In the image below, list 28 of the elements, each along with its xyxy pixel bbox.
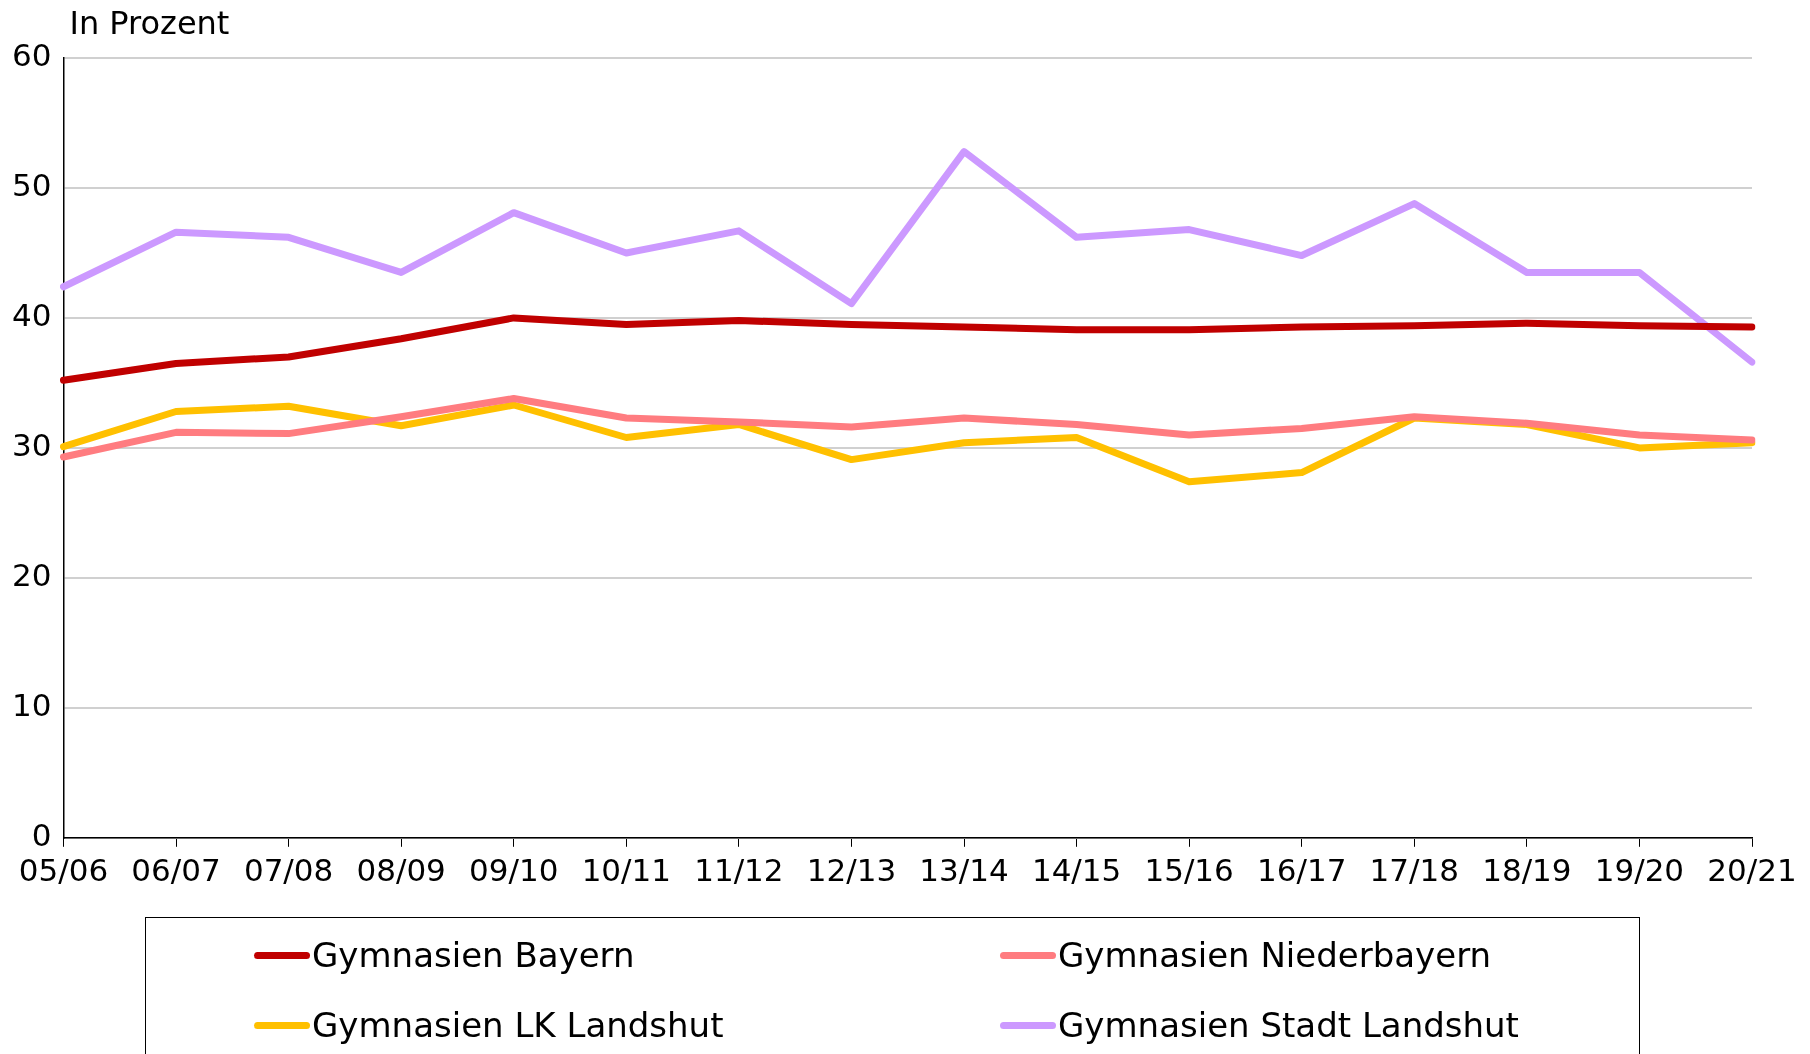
- x-tick-label: 10/11: [581, 852, 671, 889]
- x-tick-label: 14/15: [1031, 852, 1122, 889]
- y-tick-label: 50: [11, 167, 52, 204]
- x-tick-label: 17/18: [1369, 852, 1459, 889]
- x-tick-label: 16/17: [1257, 852, 1347, 889]
- x-tick-label: 08/09: [356, 852, 446, 889]
- x-tick-label: 20/21: [1707, 852, 1797, 889]
- y-axis-title: In Prozent: [69, 4, 230, 42]
- x-tick-label: 18/19: [1482, 852, 1572, 889]
- y-tick-label: 10: [11, 686, 52, 723]
- x-tick-label: 07/08: [243, 852, 334, 889]
- y-tick-label: 30: [11, 426, 52, 463]
- x-tick-label: 13/14: [919, 852, 1009, 889]
- x-tick-label: 06/07: [131, 852, 221, 889]
- legend-label: Gymnasien Niederbayern: [1058, 935, 1492, 975]
- y-tick-label: 20: [11, 556, 52, 593]
- y-tick-label: 0: [31, 816, 52, 853]
- x-tick-label: 11/12: [694, 852, 784, 889]
- legend-label: Gymnasien Stadt Landshut: [1058, 1005, 1519, 1045]
- x-tick-label: 15/16: [1144, 852, 1234, 889]
- x-tick-label: 05/06: [18, 852, 109, 889]
- x-tick-label: 19/20: [1594, 852, 1685, 889]
- y-tick-label: 40: [11, 296, 52, 333]
- x-tick-label: 12/13: [806, 852, 897, 889]
- legend-label: Gymnasien LK Landshut: [312, 1005, 724, 1045]
- y-tick-label: 60: [11, 37, 52, 74]
- x-tick-label: 09/10: [469, 852, 559, 889]
- legend-label: Gymnasien Bayern: [312, 935, 635, 975]
